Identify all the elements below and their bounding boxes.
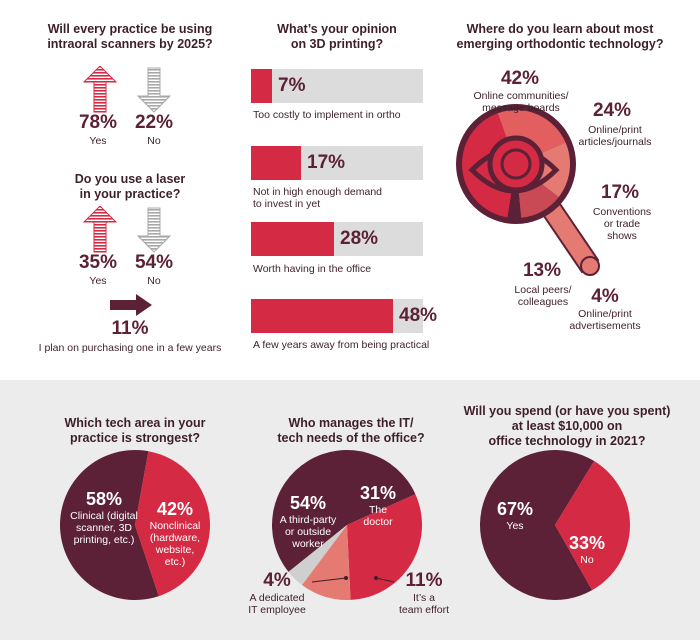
no-down-arrow-icon [136,67,172,113]
laser-yes-up-arrow-icon [82,206,118,253]
laser-no-label: No [147,275,161,287]
bar-label-few-years-away: A few years away from being practical [253,339,430,351]
laser-plan-pct: 11% [111,318,149,339]
bar-label-worth-having: Worth having in the office [253,263,372,275]
manages-title: Who manages the IT/ tech needs of the of… [277,416,425,445]
learn-label-local-peers: Local peers/ colleagues [514,284,572,308]
eye-icon [468,135,560,194]
slice-nonclinical [135,451,211,597]
laser-arrows [82,206,172,253]
spend-title: Will you spend (or have you spent) at le… [463,404,671,448]
slice-clinical [60,449,159,600]
strongest-slice-clinical-label: 58% Clinical (digital scanner, 3D printin… [70,489,138,546]
scanner-no-label: No [147,135,161,147]
bar-pct-worth-having: 28% [340,228,379,249]
manages-slice-third-party-label: 54% A third-party or outside worker [279,493,337,550]
laser-no-pct: 54% [134,252,174,273]
learn-pct-advertisements: 4% [591,286,619,307]
learn-label-online-communities: Online communities/ message boards [473,90,569,114]
bar-few-years-away [251,299,393,333]
scanner-arrows [82,66,172,113]
plan-right-arrow-icon [110,294,152,316]
laser-plan-label: I plan on purchasing one in a few years [38,342,222,354]
scanner-yes-label: Yes [89,135,107,147]
learn-label-advertisements: Online/print advertisements [569,308,641,332]
bar-pct-few-years-away: 48% [399,305,438,326]
slice-third-party [272,450,416,572]
bar-too-costly [251,69,272,103]
learn-pct-local-peers: 13% [522,260,562,281]
bar-pct-not-enough-demand: 17% [307,152,346,173]
bar-label-too-costly: Too costly to implement in ortho [253,109,401,121]
scanner-yes-pct: 78% [78,112,118,133]
slice-yes [480,450,595,601]
strongest-pie [60,449,211,600]
manages-leader-lines [311,576,395,583]
magnifier-eye-graphic [456,104,600,276]
slice-doctor [347,494,423,600]
strongest-slice-nonclinical-label: 42% Nonclinical (hardware, website, etc.) [149,499,201,568]
bar-label-not-enough-demand: Not in high enough demand to invest in y… [253,186,383,210]
yes-up-arrow-icon [82,66,118,113]
spend-slice-no-label: 33% No [568,533,606,566]
slice-it-employee [288,525,347,585]
printing-title: What’s your opinion on 3D printing? [277,22,397,51]
learn-pct-articles: 24% [592,100,632,121]
laser-title: Do you use a laser in your practice? [74,172,186,201]
manages-slice-team-label: 11% It’s a team effort [399,570,449,616]
bar-not-enough-demand [251,146,301,180]
learn-title: Where do you learn about most emerging o… [456,22,664,51]
laser-no-down-arrow-icon [136,207,172,253]
manages-slice-it-employee-label: 4% A dedicated IT employee [248,570,306,616]
manages-slice-doctor-label: 31% The doctor [359,483,397,528]
spend-slice-yes-label: 67% Yes [496,499,534,532]
bar-pct-too-costly: 7% [278,75,306,96]
learn-pct-conventions: 17% [600,182,640,203]
bar-track [251,69,423,103]
learn-pct-online-communities: 42% [500,68,540,89]
learn-label-articles: Online/print articles/journals [578,124,652,148]
laser-yes-pct: 35% [78,252,118,273]
scanners-title: Will every practice be using intraoral s… [47,22,213,51]
laser-yes-label: Yes [89,275,107,287]
bar-worth-having [251,222,334,256]
spend-pie [480,450,631,601]
learn-label-conventions: Conventions or trade shows [592,206,652,242]
strongest-title: Which tech area in your practice is stro… [64,416,206,445]
slice-no [555,461,631,591]
scanner-no-pct: 22% [134,112,174,133]
